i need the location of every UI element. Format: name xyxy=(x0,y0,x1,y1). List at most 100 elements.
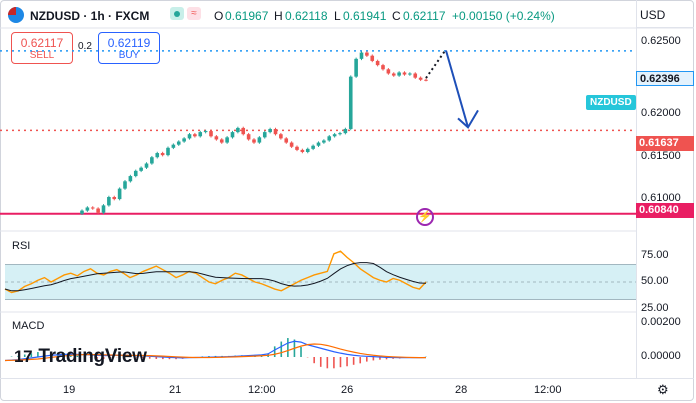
ohlc-open-label: O xyxy=(214,9,224,23)
market-open-icon[interactable] xyxy=(170,7,184,20)
chart-header: NZDUSD · 1h · FXCM ≈ O 0.61967 H 0.62118… xyxy=(0,0,636,28)
buy-button[interactable]: 0.62119 BUY xyxy=(98,32,160,64)
candle xyxy=(214,136,219,140)
candle xyxy=(112,197,117,200)
candle xyxy=(246,134,251,140)
currency-selector[interactable]: USD xyxy=(640,8,666,22)
candle xyxy=(279,134,283,139)
ohlc-low: 0.61941 xyxy=(343,9,387,23)
candle xyxy=(262,132,267,138)
candle xyxy=(316,142,321,146)
tradingview-mark-icon: 17 xyxy=(14,347,33,366)
price-axis[interactable] xyxy=(636,0,695,378)
ohlc-low-label: L xyxy=(334,9,341,23)
macd-axis-label: 0.00000 xyxy=(641,350,681,362)
candle xyxy=(96,208,100,213)
ohlc-high-label: H xyxy=(274,9,283,23)
candle xyxy=(295,146,299,150)
candle xyxy=(166,147,170,156)
rsi-ma-line xyxy=(4,262,427,292)
candle xyxy=(289,142,294,147)
symbol-flag-icon xyxy=(8,7,24,23)
candle xyxy=(236,127,240,133)
time-axis-label: 26 xyxy=(341,384,354,396)
sell-button[interactable]: 0.62117 SELL xyxy=(11,32,73,64)
rsi-band xyxy=(5,264,636,300)
candle xyxy=(408,73,412,75)
ohlc-change: +0.00150 (+0.24%) xyxy=(452,9,555,23)
price-tag-mid: 0.61637 xyxy=(636,136,694,151)
macd-title[interactable]: MACD xyxy=(12,320,45,332)
candle xyxy=(343,128,348,134)
candle xyxy=(348,76,353,129)
candle xyxy=(128,176,133,182)
candle xyxy=(219,139,224,143)
price-axis-label: 0.61500 xyxy=(641,150,681,162)
candle xyxy=(80,210,84,214)
rsi-line xyxy=(4,250,427,294)
candle xyxy=(305,148,310,152)
candle xyxy=(193,134,197,137)
price-axis-label: 0.62500 xyxy=(641,35,681,47)
time-axis-label: 12:00 xyxy=(534,384,562,396)
price-axis-label: 0.61000 xyxy=(641,192,681,204)
candle xyxy=(375,60,380,66)
ohlc-close-label: C xyxy=(392,9,401,23)
candle xyxy=(359,52,364,59)
time-axis-label: 19 xyxy=(63,384,76,396)
candle xyxy=(150,157,154,164)
candle xyxy=(284,138,289,143)
candle xyxy=(300,149,305,152)
candle xyxy=(273,128,278,135)
buy-label: BUY xyxy=(118,50,140,61)
candle xyxy=(209,131,213,137)
candle xyxy=(171,144,176,148)
candle xyxy=(322,140,326,143)
candle xyxy=(123,181,127,189)
candle xyxy=(418,77,423,80)
candle xyxy=(338,133,342,135)
alert-flash-icon[interactable]: ⚡ xyxy=(416,208,434,226)
candle xyxy=(241,127,246,135)
time-axis-label: 12:00 xyxy=(248,384,276,396)
candle xyxy=(268,128,272,133)
candle xyxy=(381,65,385,70)
candle xyxy=(397,72,401,76)
symbol-title[interactable]: NZDUSD · 1h · FXCM xyxy=(30,9,150,23)
settings-gear-icon[interactable]: ⚙ xyxy=(657,382,669,397)
ohlc-close: 0.62117 xyxy=(403,9,446,23)
time-axis-label: 21 xyxy=(169,384,182,396)
candle xyxy=(176,141,181,145)
projection-arrow xyxy=(445,50,469,128)
wave-icon[interactable]: ≈ xyxy=(187,7,201,20)
candle xyxy=(225,137,229,143)
price-tag-top: 0.62396 xyxy=(636,71,694,86)
candle xyxy=(327,136,332,141)
rsi-title[interactable]: RSI xyxy=(12,240,31,252)
candle xyxy=(133,170,138,177)
candle xyxy=(386,69,391,74)
candle xyxy=(424,79,428,81)
tradingview-logo[interactable]: 17 TradingView xyxy=(14,346,147,368)
spread-value: 0.2 xyxy=(78,41,92,52)
arrow-head xyxy=(457,109,479,129)
candle xyxy=(101,205,106,213)
candle xyxy=(107,197,111,206)
rsi-axis-label: 50.00 xyxy=(641,275,669,287)
candle xyxy=(139,167,143,171)
price-tag-bottom: 0.60840 xyxy=(636,203,694,218)
macd-axis-label: 0.00200 xyxy=(641,316,681,328)
candle xyxy=(354,58,358,77)
symbol-line-label: NZDUSD xyxy=(586,95,636,110)
sell-price: 0.62117 xyxy=(20,36,64,50)
candle xyxy=(311,145,315,149)
price-axis-label: 0.62000 xyxy=(641,107,681,119)
buy-price: 0.62119 xyxy=(107,36,151,50)
time-axis[interactable] xyxy=(0,378,694,402)
rsi-axis-label: 75.00 xyxy=(641,249,669,261)
candle xyxy=(391,73,396,76)
logo-text: TradingView xyxy=(38,346,147,367)
candle xyxy=(85,207,90,211)
